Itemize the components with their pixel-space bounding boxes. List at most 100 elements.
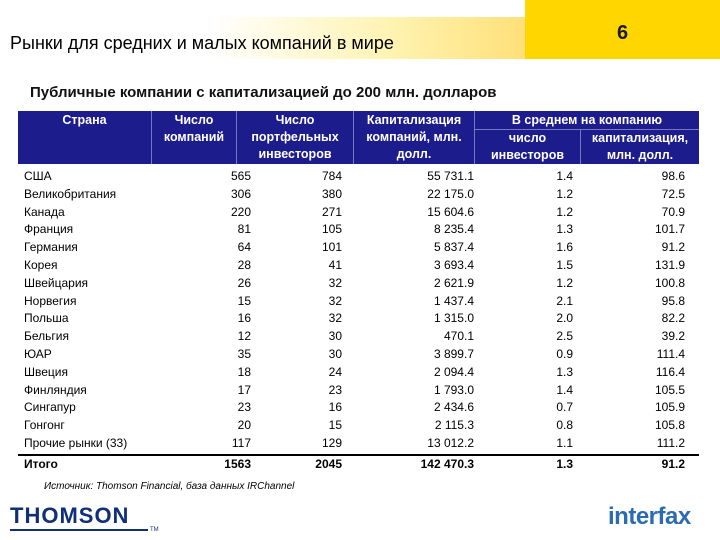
table-row: Франция 81 105 8 235.4 1.3 101.7	[18, 221, 699, 239]
cell-avg-cap: 91.2	[661, 240, 685, 255]
cell-investors: 30	[328, 329, 342, 344]
interfax-logo: interfax	[608, 503, 691, 530]
cell-cap: 1 437.4	[433, 293, 474, 308]
cell-avg-investors: 2.0	[556, 311, 573, 326]
cell-country: Швеция	[24, 364, 68, 379]
table-row: Польша 16 32 1 315.0 2.0 82.2	[18, 310, 699, 328]
cell-avg-cap: 101.7	[654, 222, 685, 237]
cell-investors: 784	[321, 169, 342, 183]
cell-country: ЮАР	[24, 346, 52, 361]
table-subtitle: Публичные компании с капитализацией до 2…	[30, 84, 497, 101]
cell-avg-investors: 0.9	[556, 346, 573, 361]
cell-avg-investors: 1.2	[556, 275, 573, 290]
cell-companies: 12	[237, 329, 251, 344]
cell-avg-cap: 72.5	[661, 186, 685, 201]
cell-companies: 64	[237, 240, 251, 255]
table-row: Бельгия 12 30 470.1 2.5 39.2	[18, 328, 699, 346]
cell-companies: 16	[237, 311, 251, 326]
cell-investors: 32	[328, 275, 342, 290]
cell-avg-investors: 0.7	[556, 400, 573, 415]
cell-investors: 24	[328, 364, 342, 379]
cell-avg-investors: 1.5	[556, 257, 573, 272]
cell-cap: 142 470.3	[420, 456, 474, 471]
table-body: США 565 784 55 731.1 1.4 98.6 Великобритания 30…	[18, 168, 699, 474]
cell-avg-cap: 111.4	[656, 346, 685, 361]
cell-cap: 13 012.2	[427, 435, 474, 450]
header-divider	[474, 111, 475, 164]
cell-avg-cap: 70.9	[661, 204, 685, 219]
cell-investors: 32	[328, 293, 342, 308]
cell-cap: 55 731.1	[427, 169, 474, 183]
cell-investors: 129	[321, 435, 342, 450]
col-header-companies: Число компаний	[163, 113, 225, 144]
cell-country: Швейцария	[24, 275, 89, 290]
table-header: Страна Число компаний Число портфельных …	[18, 111, 699, 164]
cell-avg-investors: 1.1	[556, 435, 573, 450]
cell-cap: 1 315.0	[433, 311, 474, 326]
cell-country: Норвегия	[24, 293, 77, 308]
cell-cap: 5 837.4	[433, 240, 474, 255]
thomson-logo-text: THOMSON	[10, 503, 130, 528]
cell-avg-investors: 1.2	[556, 186, 573, 201]
cell-avg-cap: 98.6	[661, 169, 685, 183]
table-row: Швеция 18 24 2 094.4 1.3 116.4	[18, 364, 699, 382]
table-row: Гонгонг 20 15 2 115.3 0.8 105.8	[18, 417, 699, 435]
cell-avg-cap: 82.2	[661, 311, 685, 326]
cell-companies: 18	[237, 364, 251, 379]
cell-companies: 306	[230, 186, 251, 201]
cell-avg-cap: 105.9	[654, 400, 685, 415]
cell-companies: 220	[230, 204, 251, 219]
cell-avg-investors: 1.3	[556, 364, 573, 379]
cell-cap: 22 175.0	[427, 186, 474, 201]
cell-avg-cap: 39.2	[661, 329, 685, 344]
table-row: Корея 28 41 3 693.4 1.5 131.9	[18, 257, 699, 275]
cell-cap: 2 115.3	[434, 418, 474, 433]
table-row: Германия 64 101 5 837.4 1.6 91.2	[18, 239, 699, 257]
cell-investors: 271	[321, 204, 342, 219]
table-row: Швейцария 26 32 2 621.9 1.2 100.8	[18, 275, 699, 293]
cell-avg-cap: 111.2	[656, 435, 685, 450]
cell-investors: 15	[328, 418, 342, 433]
cell-country: Великобритания	[24, 186, 117, 201]
table-row: Прочие рынки (33) 117 129 13 012.2 1.1 111.2	[18, 435, 699, 453]
cell-cap: 8 235.4	[433, 222, 474, 237]
cell-avg-investors: 1.4	[556, 169, 573, 183]
cell-investors: 101	[321, 240, 342, 255]
page-title: Рынки для средних и малых компаний в мир…	[10, 33, 394, 53]
cell-avg-investors: 1.3	[556, 222, 573, 237]
source-note: Источник: Thomson Financial, база данных…	[44, 481, 295, 492]
cell-companies: 117	[231, 435, 251, 450]
table-row: Финляндия 17 23 1 793.0 1.4 105.5	[18, 382, 699, 400]
cell-cap: 470.1	[443, 329, 474, 344]
header-divider	[580, 129, 581, 164]
cell-avg-cap: 116.4	[655, 364, 685, 379]
cell-investors: 23	[328, 382, 342, 397]
cell-investors: 16	[328, 400, 342, 415]
table-row: Канада 220 271 15 604.6 1.2 70.9	[18, 204, 699, 222]
cell-country: Сингапур	[24, 400, 76, 415]
cell-companies: 23	[237, 400, 251, 415]
total-divider	[18, 454, 699, 456]
cell-companies: 17	[237, 382, 251, 397]
table-row: США 565 784 55 731.1 1.4 98.6	[18, 168, 699, 186]
cell-cap: 15 604.6	[427, 204, 474, 219]
header-divider	[475, 129, 699, 130]
cell-avg-cap: 131.9	[654, 257, 685, 272]
header-banner	[0, 17, 525, 59]
col-header-avg-cap: капитализация, млн. долл.	[591, 131, 689, 162]
cell-country: Корея	[24, 257, 58, 272]
cell-companies: 1563	[224, 456, 251, 471]
cell-country: Финляндия	[24, 382, 87, 397]
table-row: Норвегия 15 32 1 437.4 2.1 95.8	[18, 293, 699, 311]
cell-avg-investors: 1.6	[556, 240, 573, 255]
cell-avg-cap: 105.8	[654, 418, 685, 433]
cell-country: Бельгия	[24, 329, 69, 344]
cell-cap: 2 094.4	[433, 364, 474, 379]
cell-country: Итого	[24, 456, 58, 471]
col-header-avg-group: В среднем на компанию	[511, 113, 663, 127]
cell-avg-investors: 0.8	[556, 418, 573, 433]
cell-avg-cap: 95.8	[661, 293, 685, 308]
header-divider	[236, 111, 237, 164]
table-row: Великобритания 306 380 22 175.0 1.2 72.5	[18, 186, 699, 204]
cell-country: Канада	[24, 204, 65, 219]
